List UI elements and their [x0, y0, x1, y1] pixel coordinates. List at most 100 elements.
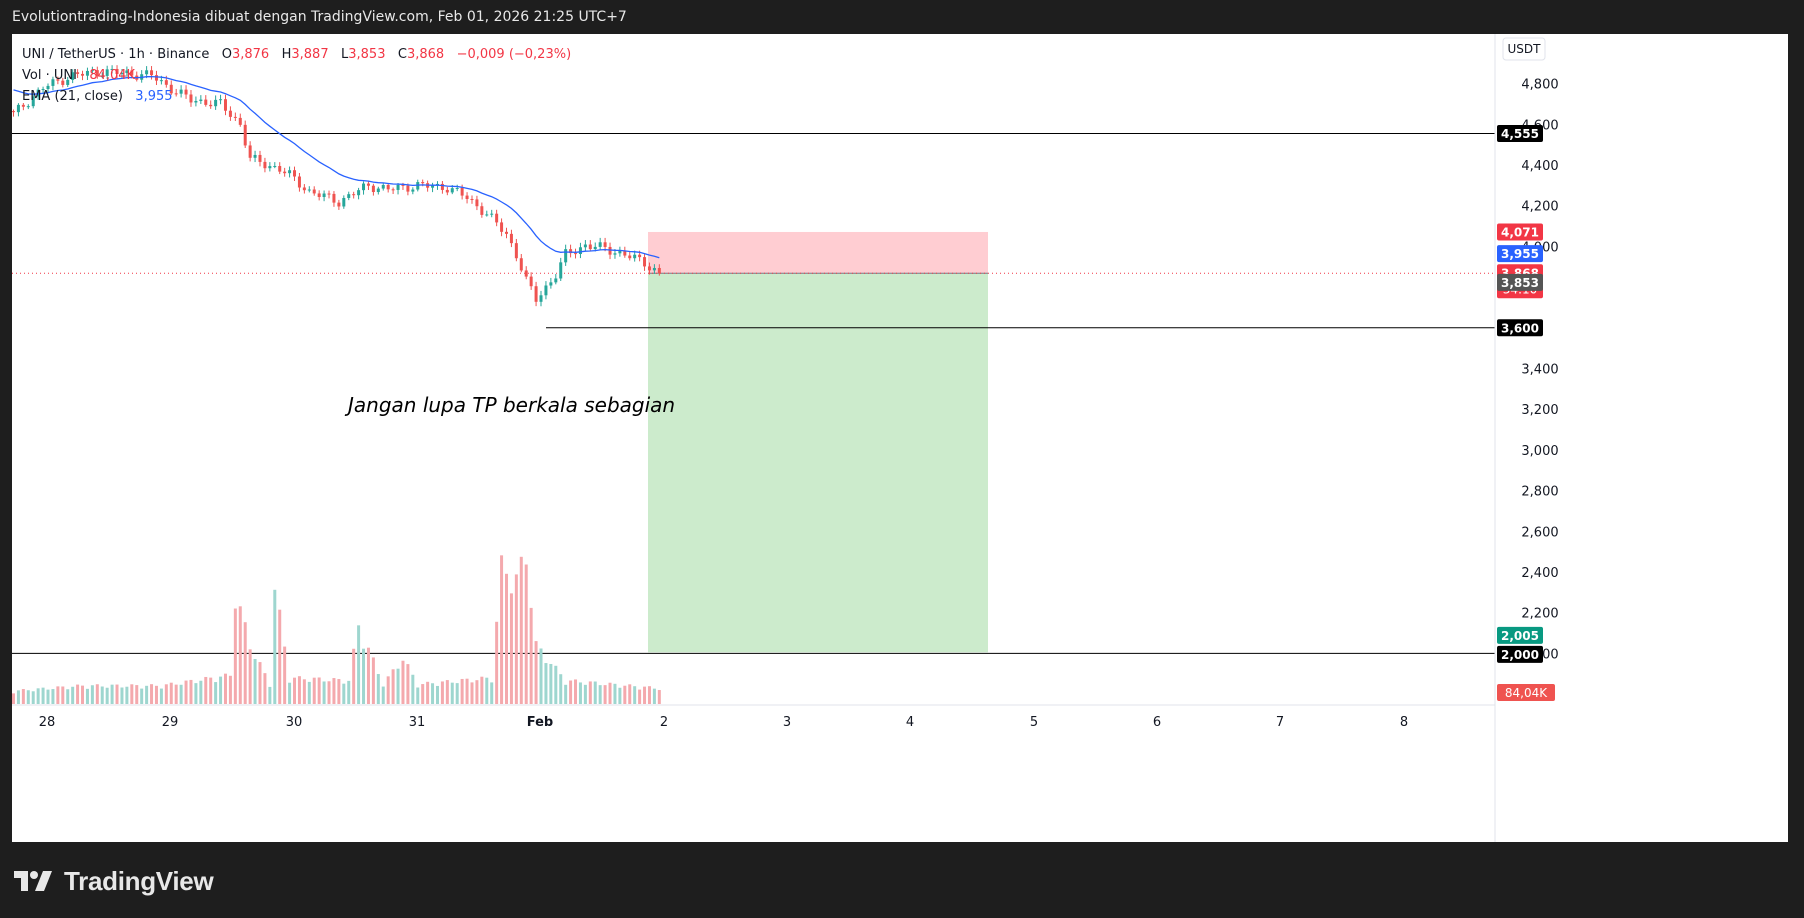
candle[interactable]	[416, 182, 420, 190]
volume-bar[interactable]	[164, 684, 168, 704]
price-tag[interactable]	[1497, 645, 1543, 663]
volume-bar[interactable]	[337, 679, 341, 704]
candle[interactable]	[150, 70, 154, 76]
volume-bar[interactable]	[495, 621, 499, 704]
candle[interactable]	[95, 70, 99, 77]
price-tag[interactable]	[1497, 245, 1543, 263]
volume-bar[interactable]	[440, 681, 444, 704]
candle[interactable]	[233, 116, 237, 118]
volume-bar[interactable]	[593, 681, 597, 704]
volume-bar[interactable]	[460, 678, 464, 704]
candle[interactable]	[643, 257, 647, 267]
candle[interactable]	[293, 170, 297, 177]
candle[interactable]	[495, 213, 499, 223]
volume-bar[interactable]	[12, 693, 15, 704]
candle[interactable]	[564, 249, 568, 263]
volume-bar[interactable]	[51, 689, 55, 704]
volume-bar[interactable]	[569, 680, 573, 704]
volume-bar[interactable]	[150, 684, 154, 704]
candle[interactable]	[342, 197, 346, 207]
volume-bar[interactable]	[189, 679, 193, 704]
volume-bar[interactable]	[342, 683, 346, 704]
volume-bar[interactable]	[647, 686, 651, 704]
candle[interactable]	[485, 214, 489, 216]
candle[interactable]	[509, 233, 513, 244]
chart-frame[interactable]: Jangan lupa TP berkala sebagian USDT 4,800…	[12, 34, 1788, 842]
price-axis[interactable]	[1495, 34, 1788, 842]
volume-bar[interactable]	[204, 676, 208, 704]
volume-bar[interactable]	[598, 685, 602, 704]
volume-bar[interactable]	[120, 687, 124, 704]
volume-bar[interactable]	[357, 625, 361, 704]
volume-bar[interactable]	[283, 646, 287, 704]
volume-bar[interactable]	[578, 682, 582, 704]
volume-bar[interactable]	[56, 686, 60, 704]
volume-bar[interactable]	[278, 609, 282, 704]
volume-bar[interactable]	[657, 690, 661, 704]
volume-bar[interactable]	[391, 669, 395, 704]
candle[interactable]	[500, 222, 504, 232]
candle[interactable]	[194, 100, 198, 103]
candle[interactable]	[371, 185, 375, 193]
candle[interactable]	[31, 96, 35, 107]
volume-bar[interactable]	[519, 556, 523, 704]
take-profit-zone[interactable]	[648, 273, 988, 653]
candle[interactable]	[228, 110, 232, 117]
volume-bar[interactable]	[480, 676, 484, 704]
candle[interactable]	[544, 285, 548, 296]
candle[interactable]	[583, 244, 587, 248]
candle[interactable]	[76, 72, 80, 74]
volume-bar[interactable]	[199, 680, 203, 704]
volume-bar[interactable]	[41, 687, 45, 704]
volume-bar[interactable]	[135, 685, 139, 704]
volume-bar[interactable]	[583, 684, 587, 704]
candle[interactable]	[66, 79, 70, 85]
volume-bar[interactable]	[21, 689, 25, 704]
candle[interactable]	[189, 94, 193, 103]
price-chart[interactable]: Jangan lupa TP berkala sebagian USDT 4,800…	[12, 34, 1788, 842]
volume-bar[interactable]	[549, 663, 553, 704]
candle[interactable]	[376, 188, 380, 193]
volume-bar[interactable]	[214, 682, 218, 704]
volume-bar[interactable]	[154, 685, 158, 704]
candle[interactable]	[598, 242, 602, 247]
volume-bar[interactable]	[618, 687, 622, 704]
candle[interactable]	[470, 199, 474, 201]
volume-bar[interactable]	[81, 685, 85, 704]
volume-bar[interactable]	[490, 682, 494, 704]
volume-bar[interactable]	[66, 689, 70, 704]
candle[interactable]	[475, 199, 479, 207]
candle[interactable]	[411, 189, 415, 192]
volume-bar[interactable]	[500, 555, 504, 704]
volume-bar[interactable]	[643, 686, 647, 704]
candle[interactable]	[125, 70, 129, 73]
volume-bar[interactable]	[223, 673, 227, 704]
volume-bar[interactable]	[115, 684, 119, 704]
candle[interactable]	[554, 278, 558, 283]
volume-bar[interactable]	[184, 680, 188, 704]
volume-bar[interactable]	[633, 686, 637, 704]
volume-bar[interactable]	[297, 676, 301, 704]
volume-bar[interactable]	[559, 674, 563, 704]
candle[interactable]	[366, 183, 370, 186]
candle[interactable]	[253, 154, 257, 158]
candle[interactable]	[618, 250, 622, 254]
candle[interactable]	[406, 185, 410, 192]
candle[interactable]	[41, 88, 45, 90]
volume-bar[interactable]	[228, 675, 232, 704]
ema-line[interactable]	[13, 75, 660, 259]
candle[interactable]	[179, 89, 183, 94]
candle[interactable]	[549, 282, 553, 286]
volume-bar[interactable]	[31, 691, 35, 704]
volume-bar[interactable]	[638, 689, 642, 704]
volume-bar[interactable]	[396, 668, 400, 704]
candle[interactable]	[214, 99, 218, 107]
candle[interactable]	[283, 171, 287, 174]
volume-bar[interactable]	[85, 688, 89, 704]
candle[interactable]	[26, 106, 30, 108]
candle[interactable]	[317, 193, 321, 198]
volume-bar[interactable]	[169, 682, 173, 704]
candle[interactable]	[145, 70, 149, 75]
candle[interactable]	[327, 193, 331, 195]
candle[interactable]	[115, 68, 119, 74]
